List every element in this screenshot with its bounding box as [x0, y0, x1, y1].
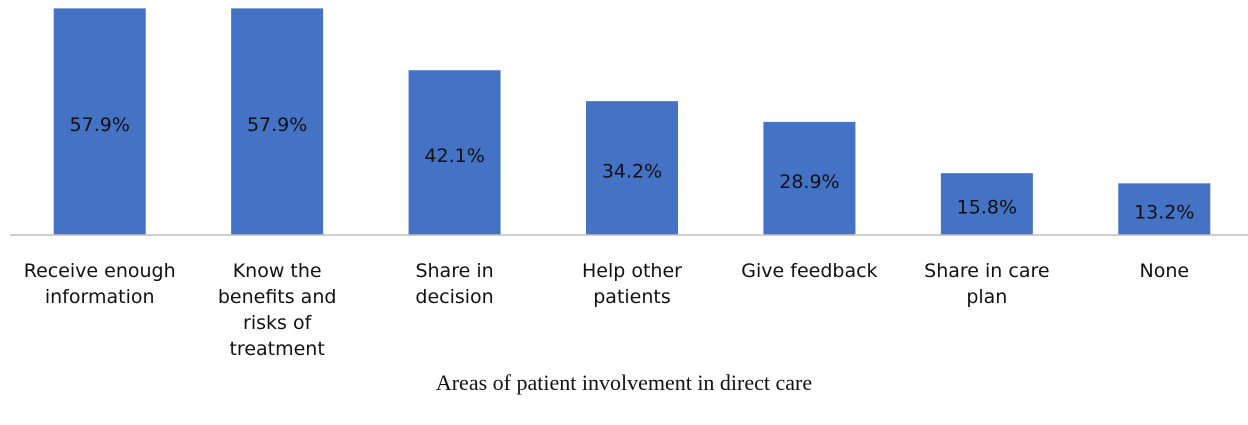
x-tick-label: Help other patients [582, 260, 682, 308]
bar [586, 101, 678, 235]
x-tick-label: Give feedback [741, 260, 878, 282]
bar [940, 173, 1033, 235]
x-tick-label: Know the benefits and risks of treatment [217, 260, 337, 360]
x-tick-label: None [1139, 260, 1190, 282]
bar [231, 8, 324, 236]
bar [53, 8, 146, 236]
data-label: 42.1% [424, 145, 484, 167]
data-label: 57.9% [70, 114, 130, 136]
x-tick-label: Receive enough information [23, 260, 176, 308]
bar [408, 70, 501, 235]
data-label: 13.2% [1134, 202, 1194, 224]
data-label: 15.8% [957, 197, 1017, 219]
bar [763, 121, 856, 235]
x-tick-label: Share in decision [415, 260, 494, 308]
data-label: 57.9% [247, 114, 307, 136]
data-label: 28.9% [779, 171, 839, 193]
x-tick-label: Share in care plan [924, 260, 1050, 308]
bar [1118, 183, 1211, 235]
x-axis-title: Areas of patient involvement in direct c… [435, 370, 813, 395]
data-label: 34.2% [602, 161, 662, 183]
